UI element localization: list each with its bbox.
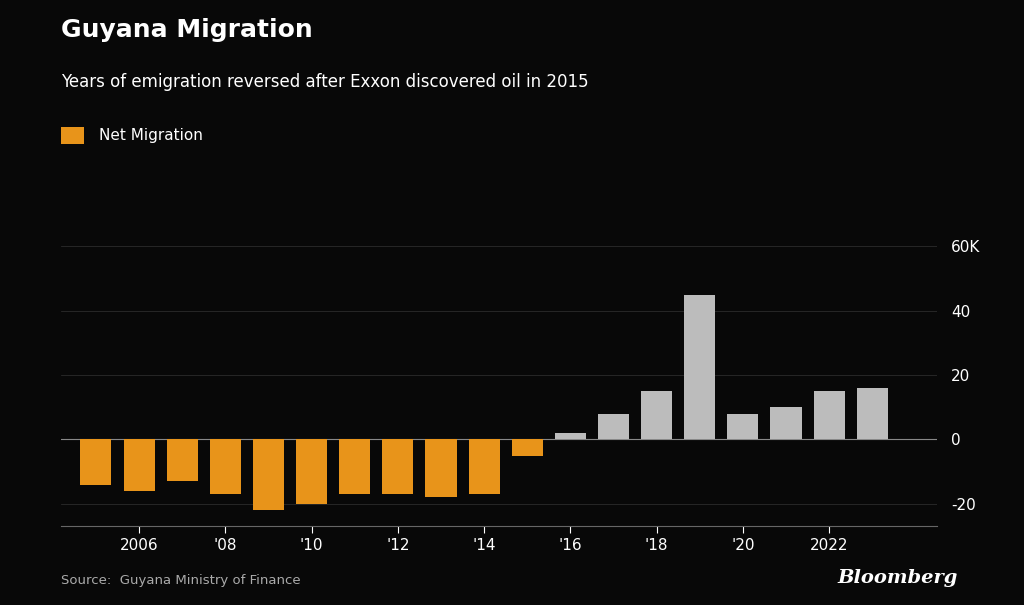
Bar: [296, 439, 327, 504]
Bar: [210, 439, 241, 494]
Bar: [382, 439, 414, 494]
Text: Bloomberg: Bloomberg: [837, 569, 957, 587]
Bar: [339, 439, 371, 494]
Bar: [684, 295, 716, 439]
Bar: [253, 439, 284, 510]
Text: Guyana Migration: Guyana Migration: [61, 18, 313, 42]
Bar: [814, 391, 845, 439]
Bar: [469, 439, 500, 494]
Bar: [770, 407, 802, 439]
Bar: [81, 439, 112, 485]
Bar: [555, 433, 586, 439]
Bar: [857, 388, 888, 439]
Text: Source:  Guyana Ministry of Finance: Source: Guyana Ministry of Finance: [61, 574, 301, 587]
Bar: [598, 414, 629, 439]
Bar: [727, 414, 759, 439]
Bar: [425, 439, 457, 497]
Bar: [641, 391, 672, 439]
Bar: [512, 439, 543, 456]
Bar: [167, 439, 198, 482]
Bar: [124, 439, 155, 491]
Text: Years of emigration reversed after Exxon discovered oil in 2015: Years of emigration reversed after Exxon…: [61, 73, 589, 91]
Text: Net Migration: Net Migration: [99, 128, 203, 143]
